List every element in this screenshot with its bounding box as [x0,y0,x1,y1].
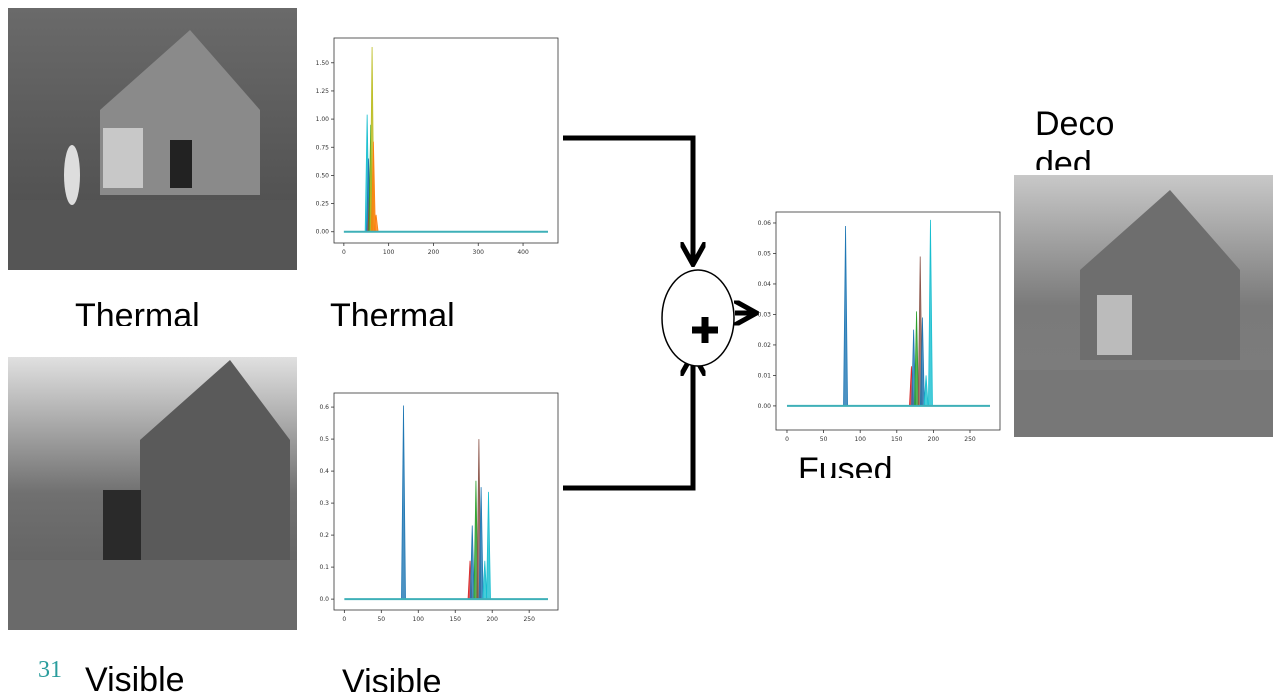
histogram: 0 100 200 300 400 0.00 0.25 0.50 0.75 1.00 1.25 1.5… [316,37,559,256]
histograms: 0 100 200 300 4000.000.250.500.751.001.251.5… [316,37,1001,623]
y-tick-label: 0.00 [316,229,330,236]
y-tick-label: 0.25 [316,201,330,208]
y-tick-label: 0.50 [316,172,330,179]
label: Visible [85,661,185,692]
x-tick-label: 250 [964,436,976,443]
label: Fused [798,451,893,478]
y-tick-label: 0.05 [758,250,772,257]
y-tick-label: 0.1 [319,564,329,571]
x-tick-label: 0 [785,436,789,443]
x-tick-label: 50 [377,616,385,623]
y-tick-label: 0.6 [319,404,329,411]
y-tick-label: 0.2 [319,532,329,539]
histogram: 0 50 100 150 200 250 0.00 0.01 0.02 0.03 0.04 0.05 0… [758,211,1001,443]
histogram: 0 50 100 150 200 250 0.0 0.1 0.2 0.3 0.4 0.5 0.6 [319,392,559,623]
y-tick-label: 1.00 [316,116,330,123]
x-tick-label: 300 [473,249,485,256]
slide-number: 31 [38,657,62,683]
plot-frame [333,392,559,611]
x-tick-label: 150 [891,436,903,443]
y-tick-label: 0.02 [758,342,772,349]
x-tick-label: 50 [820,436,828,443]
decoded-image [1014,175,1273,437]
x-tick-label: 100 [383,249,395,256]
x-tick-label: 200 [428,249,440,256]
y-tick-label: 0.01 [758,372,772,379]
x-tick-label: 200 [486,616,498,623]
sum-node [661,269,735,367]
x-tick-label: 0 [342,249,346,256]
x-tick-label: 0 [342,616,346,623]
x-tick-label: 250 [523,616,535,623]
y-tick-label: 0.5 [319,436,329,443]
plus-sign [692,317,718,343]
y-tick-label: 0.06 [758,220,772,227]
y-tick-label: 0.3 [319,500,329,507]
label: Visible [342,663,442,692]
x-tick-label: 400 [517,249,529,256]
y-tick-label: 1.50 [316,60,330,67]
x-tick-label: 200 [928,436,940,443]
y-tick-label: 0.03 [758,311,772,318]
y-tick-label: 0.0 [319,596,329,603]
y-tick-label: 1.25 [316,88,330,95]
x-tick-label: 100 [854,436,866,443]
label: Thermal [75,297,200,326]
thermal-image [8,8,297,270]
y-tick-label: 0.4 [319,468,329,475]
y-tick-label: 0.04 [758,281,772,288]
x-tick-label: 100 [413,616,425,623]
connectors [563,135,754,491]
y-tick-label: 0.00 [758,403,772,410]
y-tick-label: 0.75 [316,144,330,151]
x-tick-label: 150 [450,616,462,623]
label: Decoded [1035,105,1115,170]
visible-image [8,357,297,630]
plot-frame [775,211,1001,431]
label: Thermal [330,297,455,326]
